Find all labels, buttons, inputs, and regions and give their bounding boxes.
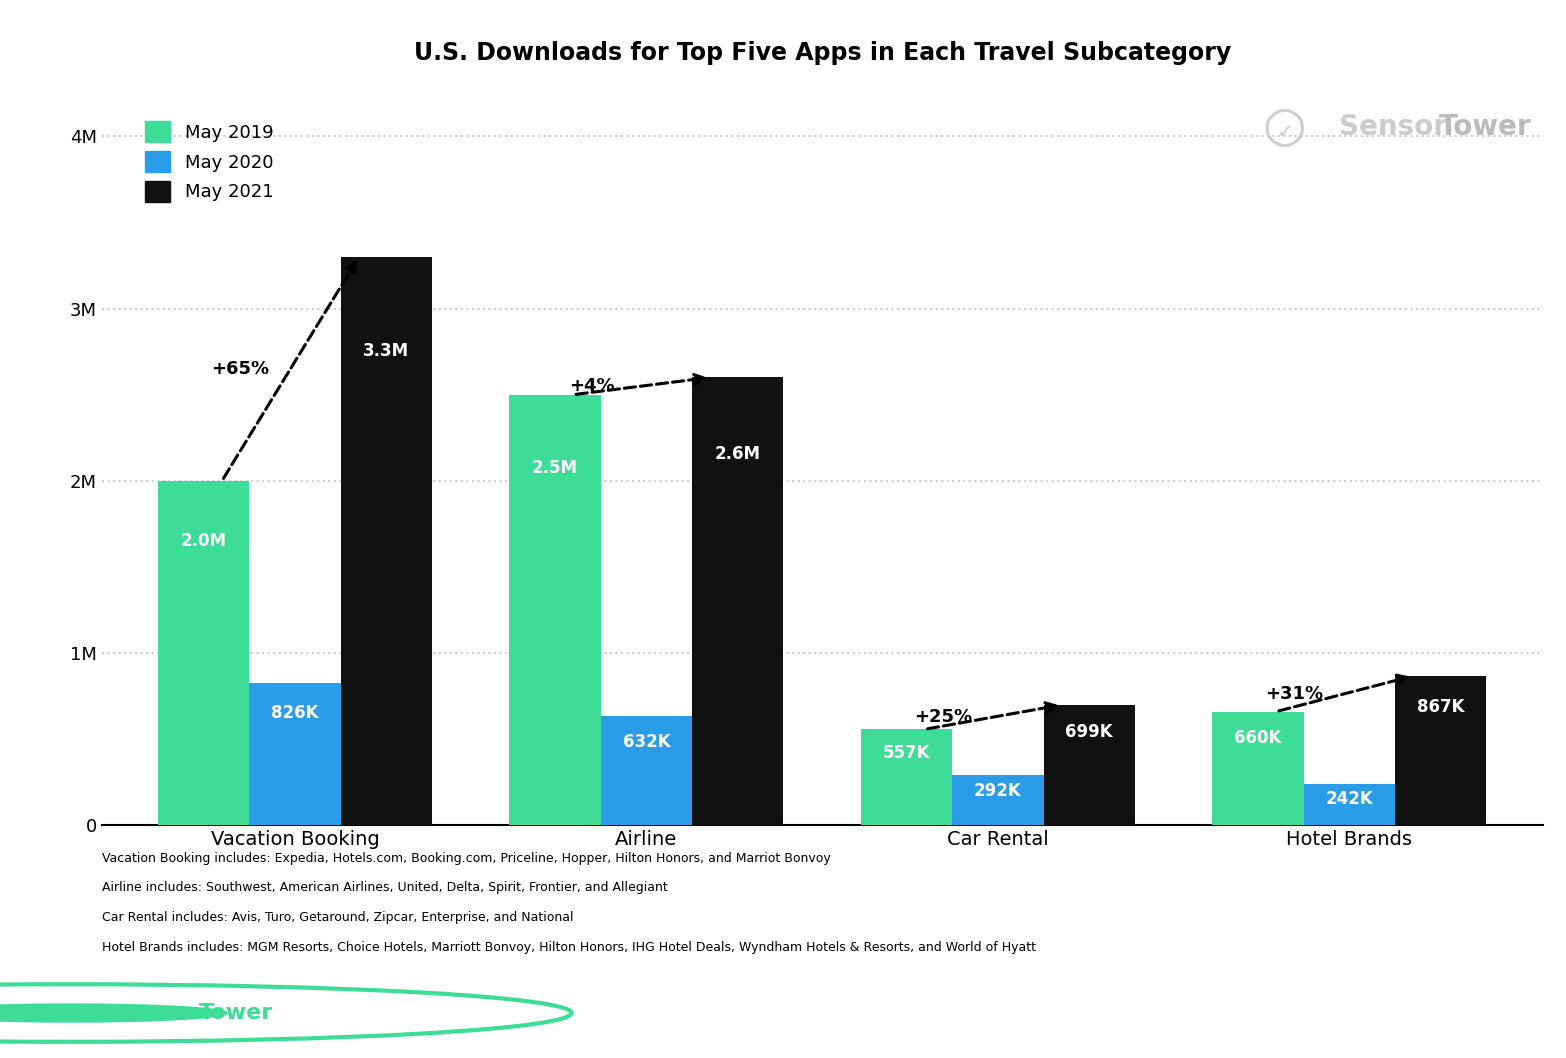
Bar	[249, 683, 341, 825]
Text: Vacation Booking includes: Expedia, Hotels.com, Booking.com, Priceline, Hopper, : Vacation Booking includes: Expedia, Hote…	[102, 852, 830, 864]
Text: +25%: +25%	[915, 708, 972, 726]
Text: Tower: Tower	[1439, 113, 1532, 141]
Bar	[341, 257, 432, 825]
Legend: May 2019, May 2020, May 2021: May 2019, May 2020, May 2021	[139, 116, 279, 207]
Text: 557K: 557K	[883, 744, 930, 762]
Text: sensortower.com: sensortower.com	[1389, 1004, 1543, 1022]
Text: Airline includes: Southwest, American Airlines, United, Delta, Spirit, Frontier,: Airline includes: Southwest, American Ai…	[102, 881, 667, 894]
Text: 660K: 660K	[1234, 729, 1281, 747]
Bar	[1043, 705, 1135, 825]
Bar	[1395, 676, 1486, 825]
Text: +65%: +65%	[211, 360, 269, 378]
Bar	[692, 378, 783, 825]
Text: 632K: 632K	[623, 733, 670, 751]
Bar	[509, 395, 601, 825]
Text: Tower: Tower	[199, 1003, 272, 1023]
Text: 3.3M: 3.3M	[363, 342, 409, 360]
Text: Sensor: Sensor	[1339, 113, 1447, 141]
Text: +31%: +31%	[1265, 685, 1323, 703]
Bar	[861, 729, 952, 825]
Text: 826K: 826K	[271, 705, 319, 723]
Text: 2.0M: 2.0M	[180, 532, 227, 550]
Text: Data That Drives App Growth: Data That Drives App Growth	[298, 1004, 562, 1022]
Bar	[952, 774, 1043, 825]
Text: 242K: 242K	[1325, 790, 1373, 808]
Text: ✓: ✓	[1276, 123, 1292, 142]
Text: 867K: 867K	[1417, 698, 1464, 716]
Bar	[1303, 784, 1395, 825]
Bar	[158, 480, 249, 825]
Bar	[1212, 712, 1303, 825]
Text: 2.5M: 2.5M	[532, 459, 578, 477]
Bar	[601, 716, 692, 825]
Text: ○: ○	[1262, 103, 1306, 151]
Text: Hotel Brands includes: MGM Resorts, Choice Hotels, Marriott Bonvoy, Hilton Honor: Hotel Brands includes: MGM Resorts, Choi…	[102, 941, 1035, 953]
Text: Sensor: Sensor	[117, 1003, 204, 1023]
Text: 699K: 699K	[1065, 723, 1113, 741]
Text: Car Rental includes: Avis, Turo, Getaround, Zipcar, Enterprise, and National: Car Rental includes: Avis, Turo, Getarou…	[102, 911, 573, 924]
Title: U.S. Downloads for Top Five Apps in Each Travel Subcategory: U.S. Downloads for Top Five Apps in Each…	[413, 40, 1231, 65]
Text: +4%: +4%	[568, 377, 614, 395]
Circle shape	[0, 1004, 227, 1022]
Text: 292K: 292K	[974, 783, 1021, 801]
Text: 2.6M: 2.6M	[714, 444, 761, 462]
